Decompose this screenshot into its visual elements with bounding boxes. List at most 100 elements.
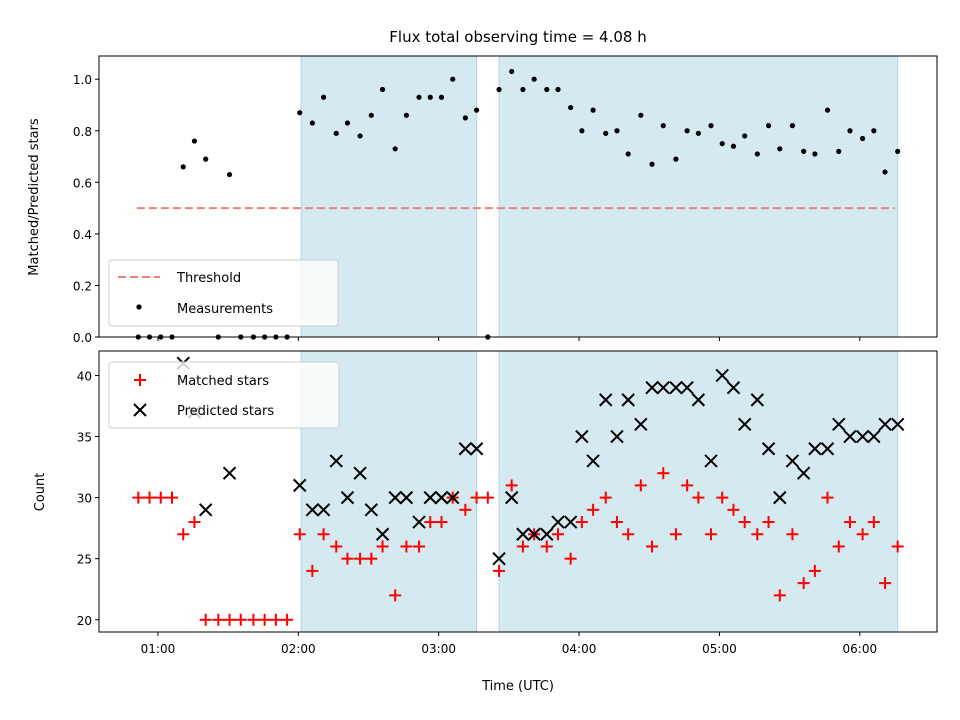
matched-star-point bbox=[587, 503, 600, 516]
predicted-star-point bbox=[867, 429, 881, 444]
measurement-point bbox=[191, 138, 198, 144]
matched-star-point bbox=[143, 491, 156, 504]
predicted-star-point bbox=[316, 503, 331, 517]
bottom-panel-y-ticks: 20 25 30 35 40 bbox=[77, 369, 99, 628]
legend-label-threshold: Threshold bbox=[176, 271, 241, 286]
x-axis-label: Time (UTC) bbox=[481, 679, 554, 694]
matched-star-point bbox=[389, 589, 402, 602]
predicted-star-mark-b bbox=[575, 429, 589, 444]
measurement-point bbox=[555, 86, 561, 93]
predicted-star-mark-b bbox=[715, 368, 729, 383]
matched-star-point bbox=[400, 540, 413, 553]
bottom-panel-legend: Matched stars Predicted stars bbox=[108, 361, 340, 429]
predicted-star-mark-b bbox=[340, 490, 355, 505]
predicted-star-mark-b bbox=[504, 490, 519, 505]
measurement-point bbox=[719, 141, 725, 147]
matched-star-point bbox=[306, 564, 319, 577]
predicted-star-mark-b bbox=[726, 380, 741, 395]
bottom-panel-frame bbox=[98, 350, 938, 633]
predicted-star-mark-b bbox=[843, 429, 857, 444]
predicted-star-point bbox=[375, 527, 390, 541]
predicted-star-point bbox=[353, 466, 367, 480]
predicted-star-point bbox=[750, 393, 765, 407]
predicted-star-mark-b bbox=[469, 442, 484, 456]
legend-label-predicted-stars: Predicted stars bbox=[177, 404, 274, 419]
measurement-point bbox=[392, 146, 398, 152]
bottom-x-tick-label: 03:00 bbox=[421, 642, 456, 656]
measurement-point bbox=[496, 86, 502, 93]
matched-star-point bbox=[669, 528, 682, 541]
matched-star-point bbox=[177, 528, 190, 541]
predicted-star-point bbox=[796, 466, 811, 480]
matched-star-point bbox=[505, 479, 518, 492]
predicted-star-mark-b bbox=[610, 429, 624, 444]
predicted-star-mark-b bbox=[551, 515, 565, 529]
matched-star-point bbox=[234, 613, 247, 626]
matched-star-point bbox=[459, 503, 472, 516]
matched-star-point bbox=[564, 552, 577, 565]
predicted-star-mark-b bbox=[867, 429, 881, 444]
measurement-point bbox=[603, 130, 609, 136]
predicted-star-point bbox=[691, 393, 706, 407]
matched-star-point bbox=[258, 613, 271, 626]
matched-star-point bbox=[516, 540, 529, 553]
matched-star-point bbox=[269, 613, 282, 626]
measurement-point bbox=[673, 156, 679, 162]
predicted-star-point bbox=[222, 466, 237, 480]
predicted-star-mark-b bbox=[691, 393, 706, 407]
matched-star-point bbox=[540, 540, 553, 553]
predicted-star-mark-b bbox=[645, 380, 659, 395]
measurement-point bbox=[871, 128, 877, 134]
predicted-star-mark-b bbox=[527, 527, 541, 541]
chart-title: Flux total observing time = 4.08 h bbox=[389, 28, 646, 46]
predicted-star-point bbox=[832, 417, 846, 432]
predicted-star-point bbox=[446, 490, 460, 505]
matched-star-point bbox=[376, 540, 389, 553]
matched-star-point bbox=[657, 467, 670, 480]
top-panel: 0.0 0.2 0.4 0.6 0.8 1.0 Matched/Predicted sta… bbox=[27, 55, 938, 345]
matched-star-point bbox=[727, 503, 740, 516]
predicted-star-point bbox=[469, 442, 484, 456]
matched-star-point bbox=[575, 516, 588, 529]
predicted-star-point bbox=[516, 527, 530, 541]
bottom-x-tick-label: 02:00 bbox=[281, 642, 316, 656]
predicted-star-point bbox=[737, 417, 752, 432]
measurement-point bbox=[568, 104, 574, 111]
predicted-stars-series bbox=[176, 356, 905, 566]
predicted-star-mark-b bbox=[329, 454, 343, 468]
predicted-star-point bbox=[423, 490, 437, 505]
predicted-star-mark-b bbox=[878, 417, 892, 432]
measurement-point bbox=[379, 86, 386, 93]
predicted-star-point bbox=[527, 527, 541, 541]
legend-label-matched-stars: Matched stars bbox=[177, 374, 269, 389]
predicted-star-point bbox=[599, 393, 613, 407]
matched-star-point bbox=[692, 491, 705, 504]
measurement-point bbox=[614, 128, 620, 134]
top-y-tick-label: 1.0 bbox=[73, 73, 92, 87]
measurement-point bbox=[450, 76, 456, 82]
bottom-y-tick-label: 20 bbox=[77, 614, 92, 628]
measurement-point bbox=[427, 94, 433, 100]
predicted-star-mark-b bbox=[412, 515, 426, 529]
bottom-legend-box bbox=[108, 361, 340, 429]
top-panel-shaded-regions bbox=[300, 56, 899, 337]
predicted-star-point bbox=[890, 417, 905, 432]
predicted-star-point bbox=[878, 417, 892, 432]
matched-star-point bbox=[281, 613, 294, 626]
top-y-tick-label: 0.8 bbox=[73, 125, 92, 139]
top-panel-y-ticks: 0.0 0.2 0.4 0.6 0.8 1.0 bbox=[73, 73, 99, 345]
predicted-star-point bbox=[563, 515, 578, 529]
matched-star-point bbox=[481, 491, 494, 504]
predicted-star-mark-b bbox=[704, 454, 718, 468]
predicted-star-mark-b bbox=[198, 503, 213, 517]
predicted-star-point bbox=[293, 478, 307, 493]
matched-star-point bbox=[293, 528, 306, 541]
matched-star-point bbox=[797, 577, 810, 590]
matched-star-point bbox=[751, 528, 764, 541]
legend-measurements-swatch bbox=[136, 304, 142, 310]
predicted-star-point bbox=[855, 429, 870, 444]
predicted-star-mark-b bbox=[808, 442, 822, 456]
matched-star-point bbox=[317, 528, 330, 541]
predicted-star-mark-b bbox=[586, 454, 600, 468]
